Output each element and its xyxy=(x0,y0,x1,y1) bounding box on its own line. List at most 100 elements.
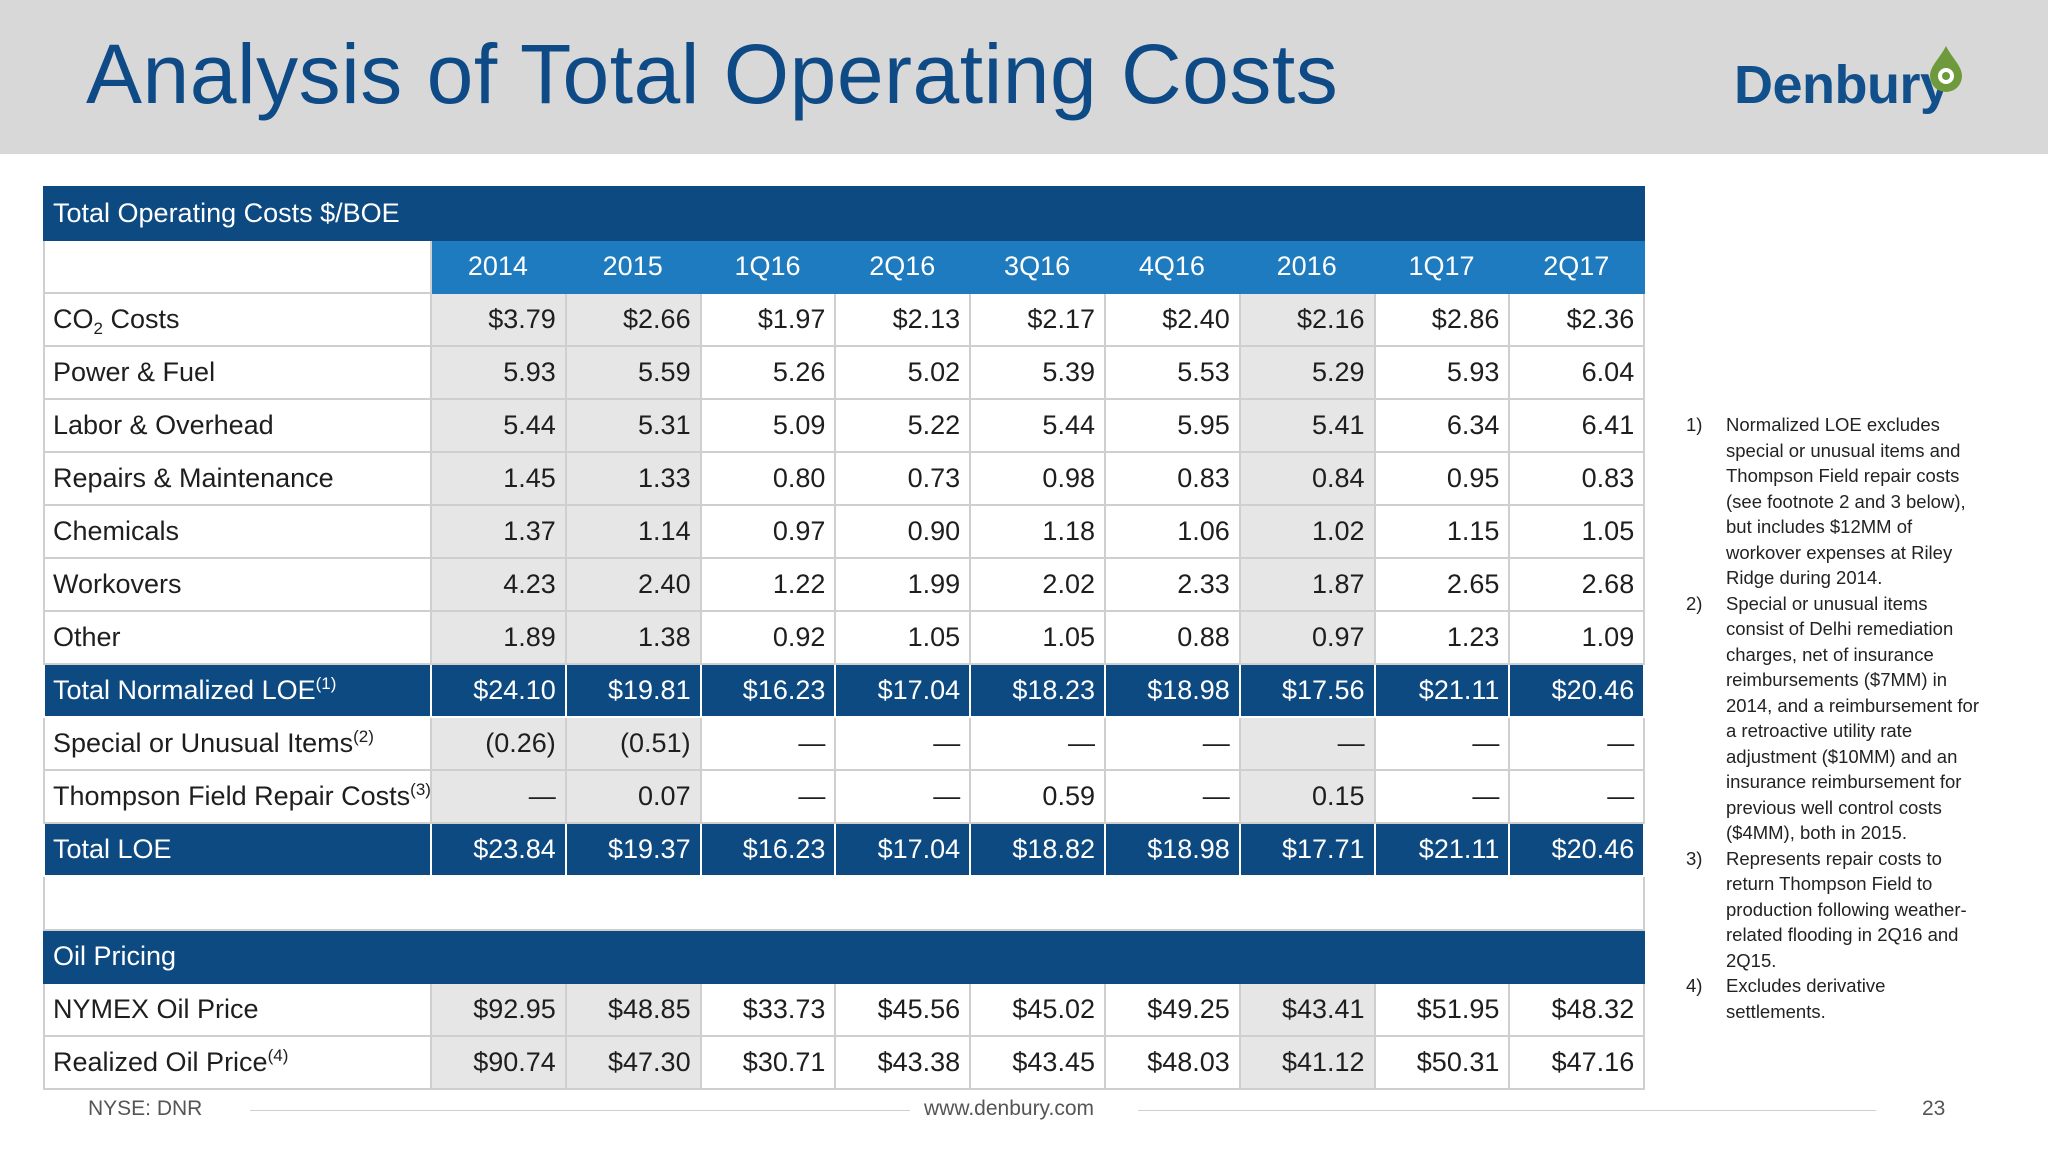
table-cell: $2.66 xyxy=(564,292,702,347)
table-cell: $45.56 xyxy=(834,982,972,1037)
footnote-text: Represents repair costs to return Thomps… xyxy=(1726,847,1967,971)
table-cell: 6.41 xyxy=(1508,398,1646,453)
table-cell: $19.37 xyxy=(564,822,702,877)
table-row: Chemicals 1.37 1.14 0.97 0.90 1.18 1.06 1.02 1.1… xyxy=(43,504,1646,559)
footnotes: 1) Normalized LOE excludes special or unu… xyxy=(1686,412,1986,1024)
header-banner: Analysis of Total Operating Costs Denbur… xyxy=(0,0,2048,154)
table-cell: 1.02 xyxy=(1238,504,1376,559)
column-header-2015: 2015 xyxy=(564,239,702,294)
table-cell: $49.25 xyxy=(1103,982,1241,1037)
table-cell: $92.95 xyxy=(430,982,567,1037)
table-cell: 5.41 xyxy=(1238,398,1376,453)
table-cell: 1.99 xyxy=(834,557,972,612)
table-cell: $17.04 xyxy=(834,822,972,877)
table-cell: 1.87 xyxy=(1238,557,1376,612)
table-cell: 5.44 xyxy=(430,398,567,453)
table-cell: 1.18 xyxy=(969,504,1106,559)
row-label-text: NYMEX Oil Price xyxy=(53,994,259,1024)
table-cell: (0.26) xyxy=(430,716,567,771)
table-cell: — xyxy=(1373,769,1511,824)
table-cell: $18.82 xyxy=(969,822,1106,877)
column-header-3q16: 3Q16 xyxy=(969,239,1106,294)
footer-ticker: NYSE: DNR xyxy=(88,1097,203,1120)
table-cell: — xyxy=(699,716,837,771)
table-cell: $48.85 xyxy=(564,982,702,1037)
table-cell: — xyxy=(1238,716,1376,771)
table-cell: $33.73 xyxy=(699,982,837,1037)
table-row: Total Normalized LOE(1) $24.10 $19.81 $16.2… xyxy=(43,663,1646,718)
table-row: CO2 Costs $3.79 $2.66 $1.97 $2.13 $2.17 $2.40 $… xyxy=(43,292,1646,347)
row-label-text: Thompson Field Repair Costs xyxy=(53,781,411,811)
table-row: Thompson Field Repair Costs(3) —0.07— —0.5… xyxy=(43,769,1646,824)
table-cell: 5.39 xyxy=(969,345,1106,400)
footnote-text: Excludes derivative settlements. xyxy=(1726,975,1886,1022)
table-cell: 1.37 xyxy=(430,504,567,559)
column-header-2014: 2014 xyxy=(430,239,567,294)
row-label-other: Other xyxy=(43,610,432,665)
table-cell: (0.51) xyxy=(564,716,702,771)
table-cell: $48.03 xyxy=(1103,1035,1241,1090)
table-cell: 5.26 xyxy=(699,345,837,400)
table-cell: 5.44 xyxy=(969,398,1106,453)
table-cell: $20.46 xyxy=(1508,663,1646,718)
table-cell: 5.09 xyxy=(699,398,837,453)
table-cell: $16.23 xyxy=(699,822,837,877)
row-label-co-costs: CO2 Costs xyxy=(43,292,432,347)
table-cell: $20.46 xyxy=(1508,822,1646,877)
table-cell: 2.33 xyxy=(1103,557,1241,612)
table-cell: $21.11 xyxy=(1373,663,1511,718)
table-spacer-row xyxy=(42,875,1646,931)
table-row: Other 1.89 1.38 0.92 1.05 1.05 0.88 0.97 1.23 1.0… xyxy=(43,610,1646,665)
table-cell: — xyxy=(1103,769,1241,824)
table-cell: $2.36 xyxy=(1508,292,1646,347)
table-cell: 0.15 xyxy=(1238,769,1376,824)
table-row: Realized Oil Price(4) $90.74 $47.30 $30.71 $… xyxy=(43,1035,1646,1090)
table-cell: 0.83 xyxy=(1103,451,1241,506)
row-label-text-rest: Costs xyxy=(102,304,180,334)
operating-costs-table: Total Operating Costs $/BOE 2014 2015 1Q16… xyxy=(42,186,1646,1090)
table-cell: $43.45 xyxy=(969,1035,1106,1090)
row-label-chemicals: Chemicals xyxy=(43,504,432,559)
table-cell: $48.32 xyxy=(1508,982,1646,1037)
column-header-blank xyxy=(43,239,432,294)
footnote-text: Normalized LOE excludes special or unusu… xyxy=(1726,414,1966,588)
table-cell: 0.92 xyxy=(699,610,837,665)
page-title: Analysis of Total Operating Costs xyxy=(86,27,1339,121)
footnote-number: 4) xyxy=(1686,975,1703,996)
table-cell: 1.05 xyxy=(834,610,972,665)
footer-website: www.denbury.com xyxy=(924,1097,1095,1120)
table-cell: 0.88 xyxy=(1103,610,1241,665)
table-cell: 0.97 xyxy=(1238,610,1376,665)
table-cell: $43.38 xyxy=(834,1035,972,1090)
table-cell: — xyxy=(1508,716,1646,771)
column-header-1q17: 1Q17 xyxy=(1373,239,1511,294)
table-cell: — xyxy=(834,769,972,824)
table-cell: $3.79 xyxy=(430,292,567,347)
footnote-reference: (4) xyxy=(267,1046,289,1065)
row-label-text: Power & Fuel xyxy=(53,357,216,387)
footnote-reference: (2) xyxy=(353,727,374,746)
drop-icon xyxy=(1930,46,1962,92)
footer-divider-left xyxy=(250,1110,910,1111)
table-cell: 5.31 xyxy=(564,398,702,453)
table-cell: 0.97 xyxy=(699,504,837,559)
row-label-power-fuel: Power & Fuel xyxy=(43,345,432,400)
row-label-labor-overhead: Labor & Overhead xyxy=(43,398,432,453)
table-cell: 5.59 xyxy=(564,345,702,400)
denbury-logo: Denbury xyxy=(1734,44,1974,124)
table-cell: $43.41 xyxy=(1238,982,1376,1037)
table-cell: $90.74 xyxy=(430,1035,567,1090)
section-header-operating-costs: Total Operating Costs $/BOE xyxy=(42,186,1646,241)
table-cell: 2.40 xyxy=(564,557,702,612)
table-cell: 1.89 xyxy=(430,610,567,665)
table-cell: $18.98 xyxy=(1103,822,1241,877)
table-cell: — xyxy=(834,716,972,771)
table-cell: 0.98 xyxy=(969,451,1106,506)
table-cell: — xyxy=(969,716,1106,771)
table-cell: 5.95 xyxy=(1103,398,1241,453)
row-label-special-or-unusual-items: Special or Unusual Items(2) xyxy=(43,716,432,771)
table-cell: $41.12 xyxy=(1238,1035,1376,1090)
column-header-2016: 2016 xyxy=(1238,239,1376,294)
footnote-number: 3) xyxy=(1686,847,1703,869)
row-label-text: Workovers xyxy=(53,569,182,599)
